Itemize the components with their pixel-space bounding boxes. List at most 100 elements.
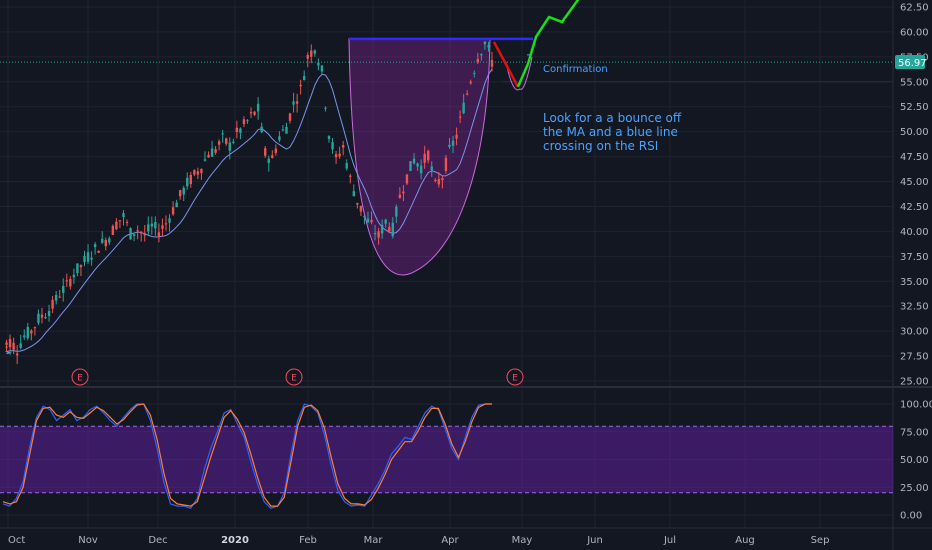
note-line-3: crossing on the RSI xyxy=(543,139,658,153)
candle-body xyxy=(373,232,377,235)
candle-body xyxy=(178,190,182,197)
ma-path xyxy=(4,68,493,355)
candle-body xyxy=(398,194,402,198)
candle-body xyxy=(83,256,86,262)
candle-body xyxy=(409,161,412,171)
candle-body xyxy=(8,338,12,348)
candle-body xyxy=(448,144,451,148)
candle-body xyxy=(380,224,384,234)
candle-body xyxy=(147,224,150,232)
note-line-2: the MA and a blue line xyxy=(543,125,678,139)
candle-body xyxy=(200,168,203,174)
price-tick-label: 30.00 xyxy=(900,327,929,338)
candle-body xyxy=(23,335,26,338)
candle-body xyxy=(44,317,47,319)
candle-body xyxy=(136,230,139,232)
annotation-text: Confirmation Look for a a bounce off the… xyxy=(543,64,682,153)
candle-body xyxy=(483,41,487,45)
candle-body xyxy=(207,154,210,158)
candle-body xyxy=(139,232,143,234)
candle-body xyxy=(232,141,235,143)
current-price-label: 56.97 xyxy=(898,58,927,69)
candle-body xyxy=(65,280,68,282)
candle-body xyxy=(295,101,299,104)
price-tick-label: 27.50 xyxy=(900,352,929,363)
rsi-tick-label: 25.00 xyxy=(900,483,929,494)
candle-body xyxy=(419,165,423,174)
time-tick-label: Apr xyxy=(441,535,459,546)
candle-body xyxy=(349,175,352,177)
cup-shape xyxy=(348,38,491,276)
candle-body xyxy=(168,218,171,223)
candle-body xyxy=(125,221,129,223)
candle-body xyxy=(5,342,8,345)
candle-body xyxy=(37,313,40,323)
candle-body xyxy=(171,207,175,215)
time-tick-label: Jul xyxy=(663,535,676,546)
candle-body xyxy=(260,126,263,133)
projection-red xyxy=(492,41,520,88)
candle-body xyxy=(370,219,373,223)
candle-body xyxy=(384,219,387,224)
candle-body xyxy=(391,222,394,237)
rsi-tick-label: 50.00 xyxy=(900,455,929,466)
current-price-tag: 56.97 xyxy=(895,55,927,69)
candle-body xyxy=(480,54,483,56)
candle-body xyxy=(143,233,146,236)
candle-body xyxy=(395,206,398,217)
rsi-band xyxy=(0,425,893,494)
candle-body xyxy=(366,218,370,223)
candle-body xyxy=(271,155,274,158)
earnings-marker[interactable]: E xyxy=(285,368,303,386)
candle-body xyxy=(288,113,292,121)
svg-text:E: E xyxy=(512,374,518,384)
time-tick-label: Aug xyxy=(735,535,755,546)
candle-body xyxy=(331,142,334,150)
candle-body xyxy=(12,342,15,350)
candle-body xyxy=(281,129,285,131)
candle-body xyxy=(210,148,214,157)
candle-body xyxy=(278,136,281,141)
candle-body xyxy=(285,126,288,134)
candle-body xyxy=(225,138,228,144)
candle-body xyxy=(235,127,239,132)
candle-body xyxy=(132,234,136,236)
price-tick-label: 42.50 xyxy=(900,202,929,213)
candle-body xyxy=(490,60,494,67)
candle-body xyxy=(157,232,161,238)
candle-body xyxy=(62,286,65,293)
time-tick-label: Jun xyxy=(586,535,603,546)
earnings-marker[interactable]: E xyxy=(71,368,89,386)
earnings-marker[interactable]: E xyxy=(506,368,524,386)
candle-body xyxy=(97,250,100,253)
candle-body xyxy=(33,327,37,329)
candle-body xyxy=(427,150,430,161)
time-tick-label: Dec xyxy=(148,535,167,546)
candle-body xyxy=(264,148,267,156)
candle-body xyxy=(341,145,345,148)
candle-body xyxy=(416,163,419,167)
cup-pattern xyxy=(348,38,491,276)
svg-text:E: E xyxy=(77,374,83,384)
candle-body xyxy=(19,343,22,348)
candle-body xyxy=(299,84,302,87)
candle-body xyxy=(473,72,476,74)
candle-body xyxy=(451,140,455,146)
candle-body xyxy=(129,228,132,240)
candle-body xyxy=(189,174,193,185)
candle-body xyxy=(313,50,317,54)
candlestick-series xyxy=(5,41,494,365)
candle-body xyxy=(193,170,196,175)
candle-body xyxy=(441,178,444,181)
note-line-1: Look for a a bounce off xyxy=(543,111,682,125)
candle-body xyxy=(462,102,465,114)
candle-body xyxy=(164,223,168,225)
candle-body xyxy=(150,223,154,227)
candle-body xyxy=(79,265,83,268)
time-tick-label: Mar xyxy=(364,535,384,546)
candle-body xyxy=(154,222,157,229)
candle-body xyxy=(253,111,256,115)
candle-body xyxy=(86,252,90,262)
